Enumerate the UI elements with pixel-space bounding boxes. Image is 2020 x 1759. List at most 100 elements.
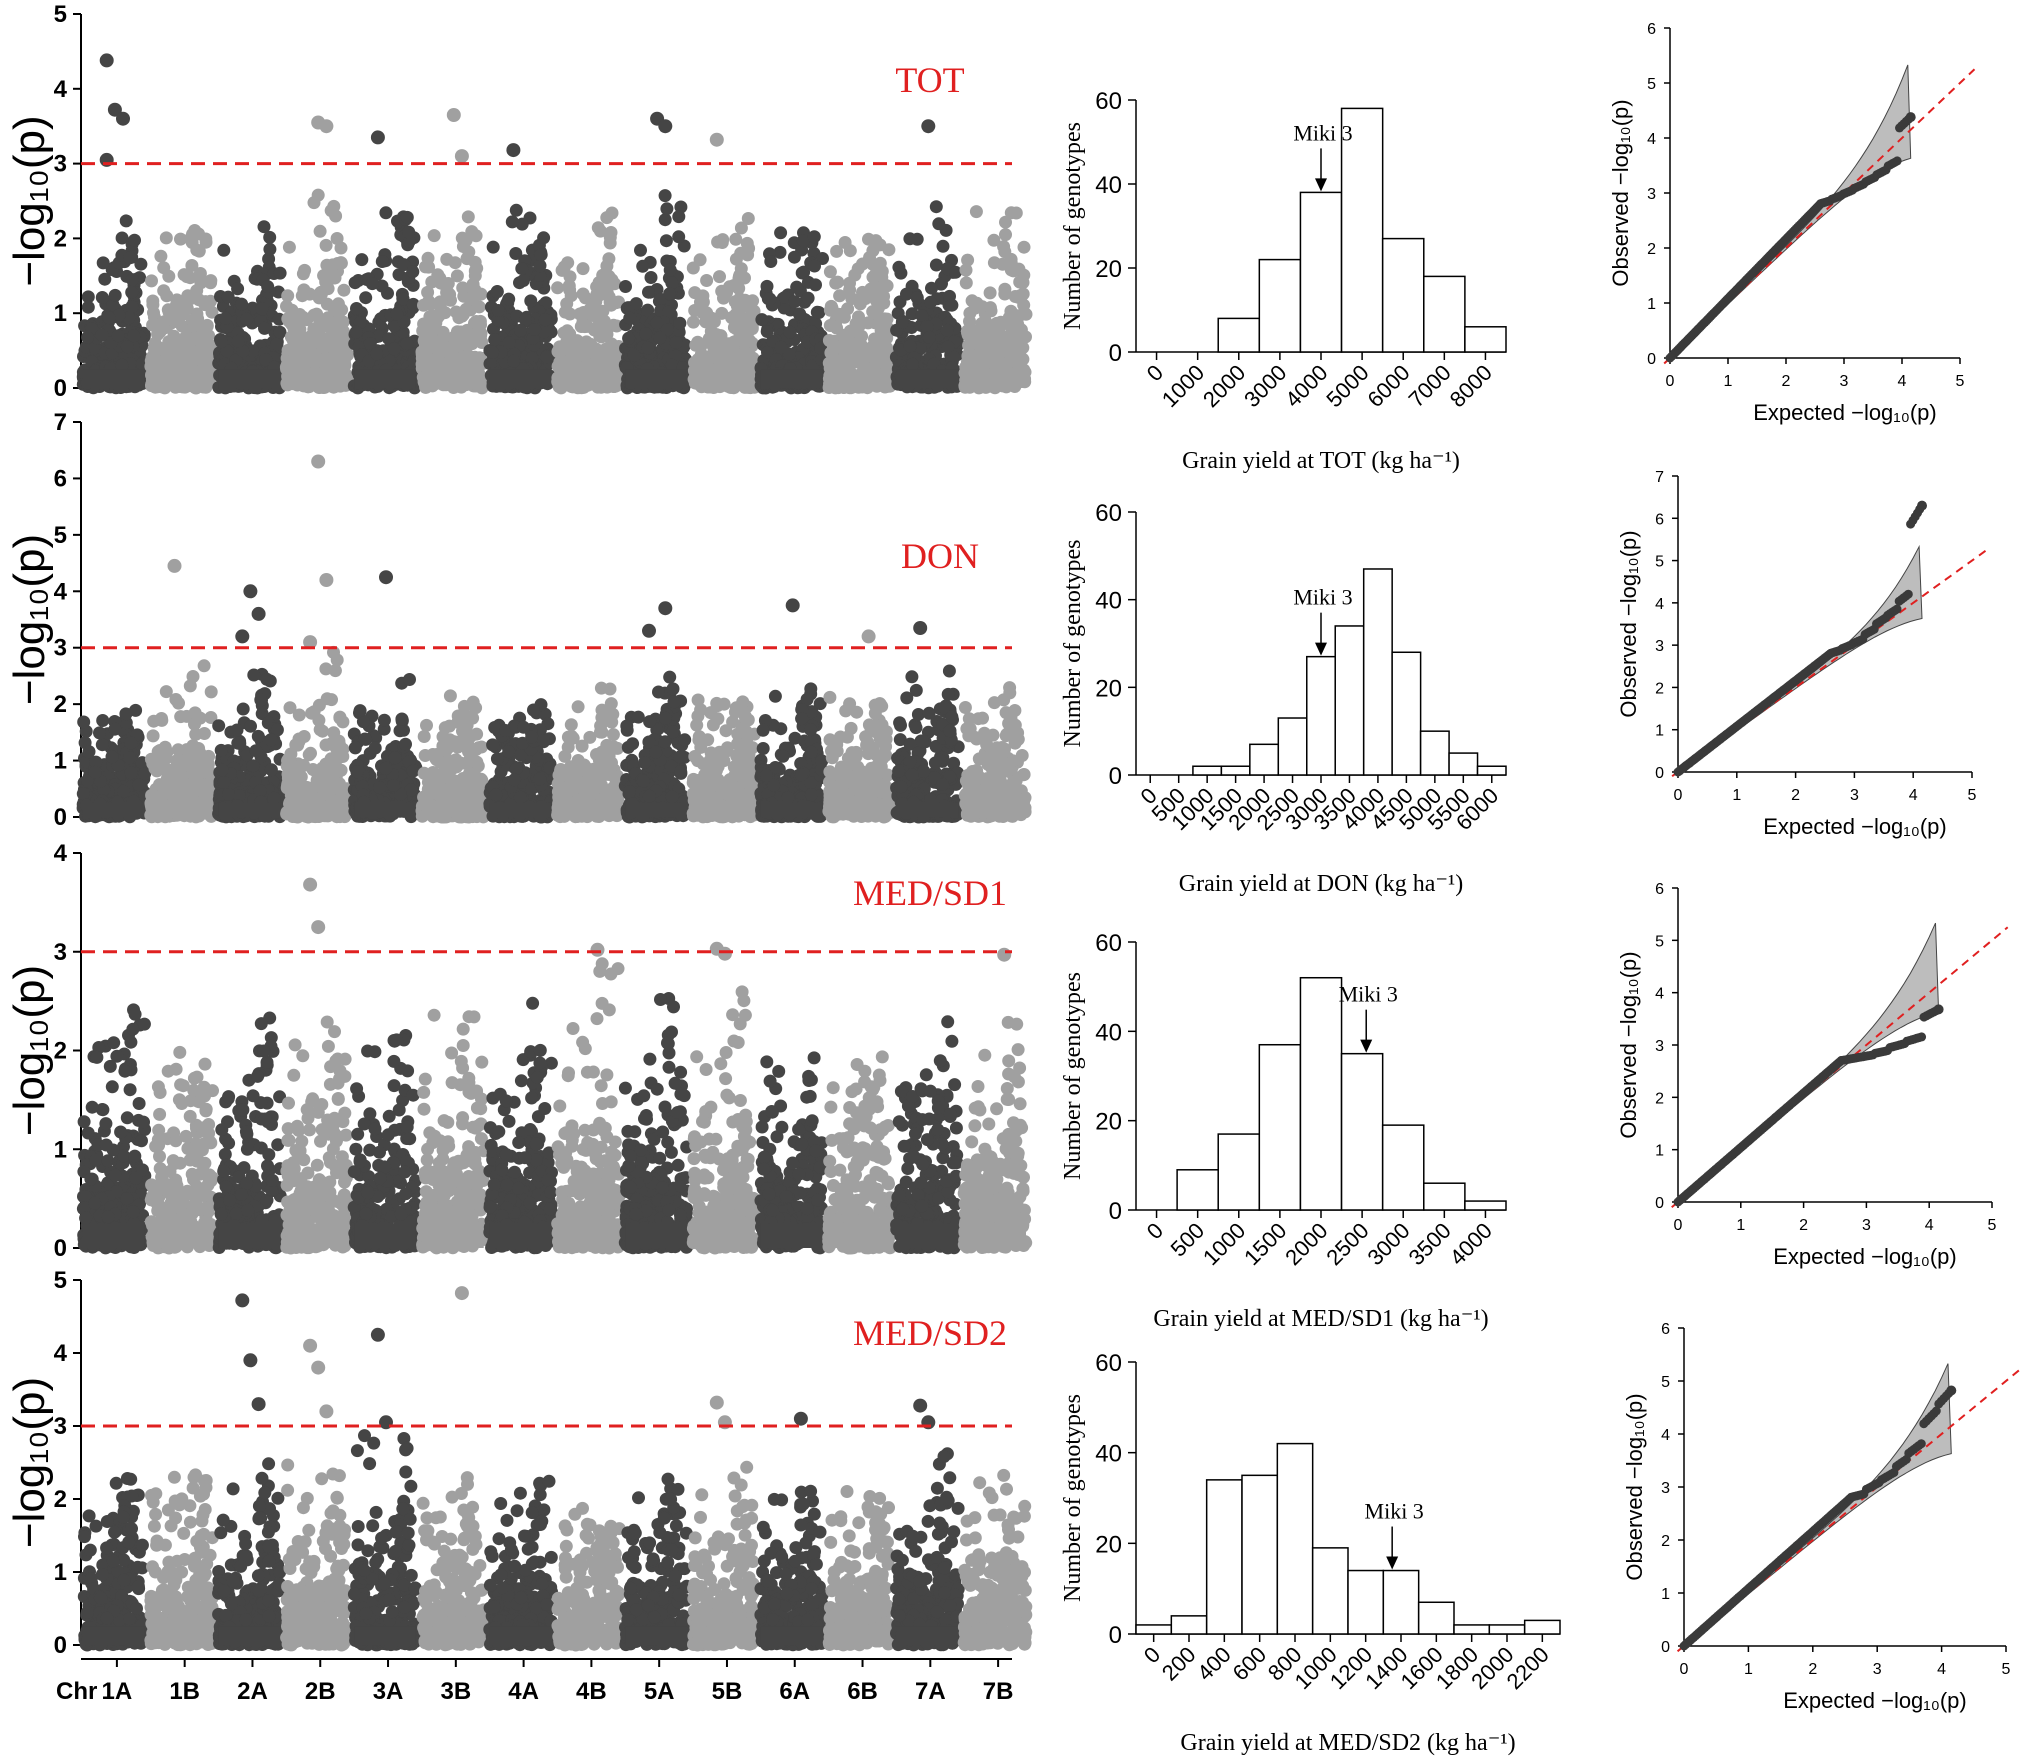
chromosome-points-4B [551, 206, 626, 395]
snp-point [509, 203, 523, 217]
snp-point [514, 323, 527, 337]
snp-point [125, 273, 139, 287]
snp-point [945, 298, 959, 312]
snp-point [188, 347, 201, 361]
snp-point [273, 266, 287, 280]
snp-point [188, 224, 202, 237]
snp-point [1017, 240, 1031, 254]
snp-point [98, 272, 112, 286]
snp-point [537, 231, 551, 245]
snp-point [244, 719, 257, 733]
snp-point [903, 232, 917, 246]
snp-point [108, 722, 122, 736]
snp-point [732, 314, 746, 328]
snp-point [174, 232, 187, 246]
snp-point [673, 316, 687, 330]
y-tick-label: 3 [54, 151, 67, 178]
snp-point [356, 715, 370, 729]
snp-point [124, 736, 138, 750]
snp-point [119, 214, 133, 228]
snp-point [604, 298, 618, 312]
snp-point [636, 259, 650, 273]
snp-point [157, 284, 171, 298]
snp-point [693, 253, 707, 267]
snp-point [968, 301, 982, 315]
snp-point [602, 252, 616, 266]
snp-point [578, 319, 592, 332]
baseline-band [83, 369, 145, 388]
snp-point [162, 763, 176, 777]
snp-point [358, 732, 372, 746]
snp-point [260, 672, 274, 686]
snp-point [929, 258, 943, 272]
snp-point [787, 250, 801, 264]
snp-point [146, 294, 160, 308]
snp-point [281, 754, 294, 768]
chromosome-points-2B [280, 645, 354, 824]
snp-point [983, 301, 997, 315]
snp-point [920, 320, 934, 333]
snp-point [490, 285, 504, 299]
snp-point [696, 295, 710, 309]
snp-point [406, 265, 420, 279]
snp-point [145, 274, 158, 288]
snp-point [924, 295, 938, 309]
snp-point [305, 347, 319, 361]
snp-point [419, 260, 432, 274]
snp-point [102, 311, 116, 325]
snp-point [197, 785, 211, 799]
snp-point [969, 205, 983, 219]
significant-snp-point [709, 132, 724, 147]
y-tick-label: 4 [54, 76, 68, 103]
chromosome-points-6B [822, 232, 897, 395]
snp-point [219, 311, 233, 325]
snp-point [399, 737, 412, 751]
snp-point [843, 244, 857, 258]
baseline-band [354, 369, 416, 388]
snp-point [403, 673, 416, 686]
snp-point [254, 693, 268, 707]
snp-point [491, 304, 505, 317]
snp-point [124, 766, 138, 780]
snp-point [449, 352, 463, 366]
snp-point [406, 764, 420, 778]
snp-point [551, 345, 565, 359]
y-tick-label: 3 [54, 635, 67, 662]
chromosome-points-3B [415, 210, 491, 395]
snp-point [267, 791, 281, 805]
snp-point [365, 277, 379, 291]
snp-point [728, 295, 742, 309]
snp-point [349, 325, 363, 339]
snp-point [123, 251, 137, 265]
baseline-band [150, 802, 213, 817]
snp-point [634, 243, 647, 257]
y-tick-label: 2 [54, 225, 67, 252]
significant-snp-point [921, 119, 936, 134]
snp-point [961, 253, 975, 267]
snp-point [576, 262, 590, 276]
snp-point [516, 274, 530, 287]
snp-point [200, 351, 214, 365]
y-axis-label: −log₁₀(p) [5, 115, 54, 286]
snp-point [326, 258, 340, 272]
snp-point [741, 212, 755, 225]
snp-point [316, 782, 330, 796]
snp-point [125, 285, 139, 299]
snp-point [172, 696, 185, 710]
snp-point [594, 330, 608, 344]
significant-snp-point [658, 119, 673, 134]
snp-point [623, 311, 637, 325]
snp-point [183, 271, 197, 285]
snp-point [831, 307, 845, 321]
snp-point [842, 352, 856, 366]
chromosome-points-1A [76, 703, 152, 824]
snp-point [874, 319, 888, 333]
snp-point [119, 707, 133, 721]
snp-point [204, 685, 218, 699]
snp-point [910, 291, 924, 305]
snp-point [619, 280, 632, 293]
snp-point [486, 240, 500, 254]
snp-point [348, 741, 362, 755]
snp-point [178, 784, 192, 798]
chromosome-points-1B [144, 659, 219, 824]
